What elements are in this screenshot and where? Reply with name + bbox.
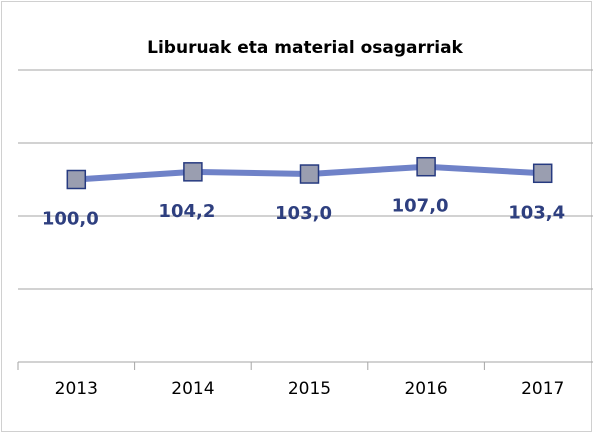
data-label: 107,0 bbox=[392, 196, 449, 217]
data-label: 103,4 bbox=[508, 202, 565, 223]
marker bbox=[416, 156, 436, 177]
chart-title: Liburuak eta material osagarriak bbox=[147, 38, 463, 58]
x-tick-label: 2015 bbox=[288, 379, 331, 399]
x-tick-label: 2017 bbox=[521, 379, 564, 399]
marker bbox=[66, 169, 87, 190]
x-tick-label: 2016 bbox=[404, 379, 447, 399]
x-tick-label: 2014 bbox=[171, 379, 214, 399]
marker bbox=[532, 163, 553, 184]
x-tick-label: 2013 bbox=[55, 379, 98, 399]
marker bbox=[299, 164, 320, 184]
data-label: 100,0 bbox=[42, 209, 99, 230]
marker bbox=[183, 162, 203, 182]
data-label: 103,0 bbox=[275, 203, 332, 224]
data-label: 104,2 bbox=[158, 201, 215, 222]
